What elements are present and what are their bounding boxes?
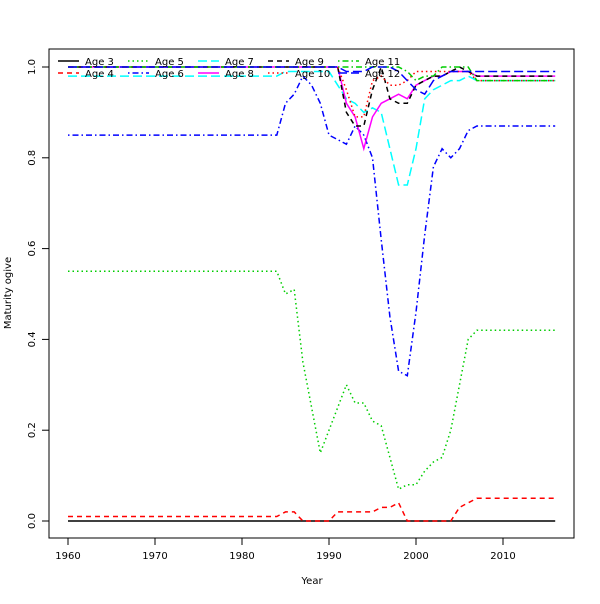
legend-label: Age 5 bbox=[155, 57, 184, 68]
x-tick-label: 2000 bbox=[403, 551, 428, 562]
y-tick-label: 0.6 bbox=[27, 241, 38, 257]
y-tick-label: 0.4 bbox=[27, 331, 38, 347]
series-line-age-12 bbox=[68, 66, 556, 96]
series-line-age-5 bbox=[68, 270, 556, 491]
x-tick-label: 1970 bbox=[142, 551, 167, 562]
x-tick-label: 1990 bbox=[316, 551, 341, 562]
legend-label: Age 6 bbox=[155, 69, 184, 80]
series-line-age-4 bbox=[68, 497, 556, 522]
y-tick-label: 0.0 bbox=[27, 513, 38, 529]
series-line-age-7 bbox=[68, 70, 556, 186]
legend-label: Age 12 bbox=[365, 69, 400, 80]
x-tick-label: 1980 bbox=[229, 551, 254, 562]
legend-label: Age 8 bbox=[225, 69, 254, 80]
y-tick-label: 0.8 bbox=[27, 150, 38, 166]
series-line-age-6 bbox=[68, 74, 556, 377]
legend-label: Age 7 bbox=[225, 57, 254, 68]
legend-label: Age 4 bbox=[85, 69, 114, 80]
y-tick-label: 0.2 bbox=[27, 422, 38, 438]
x-tick-label: 2010 bbox=[490, 551, 515, 562]
x-axis-label: Year bbox=[300, 576, 323, 587]
legend-label: Age 11 bbox=[365, 57, 400, 68]
axes: 1960 1970 1980 1990 2000 2010 0.0 0.2 0.4 0.6 0.8 1… bbox=[27, 59, 516, 562]
legend-label: Age 9 bbox=[295, 57, 324, 68]
plot-frame bbox=[48, 48, 575, 539]
legend-label: Age 3 bbox=[85, 57, 114, 68]
legend-label: Age 10 bbox=[295, 69, 330, 80]
y-tick-label: 1.0 bbox=[27, 59, 38, 75]
series-lines bbox=[68, 64, 556, 522]
y-axis-label: Maturity ogive bbox=[3, 257, 14, 329]
x-tick-label: 1960 bbox=[55, 551, 80, 562]
